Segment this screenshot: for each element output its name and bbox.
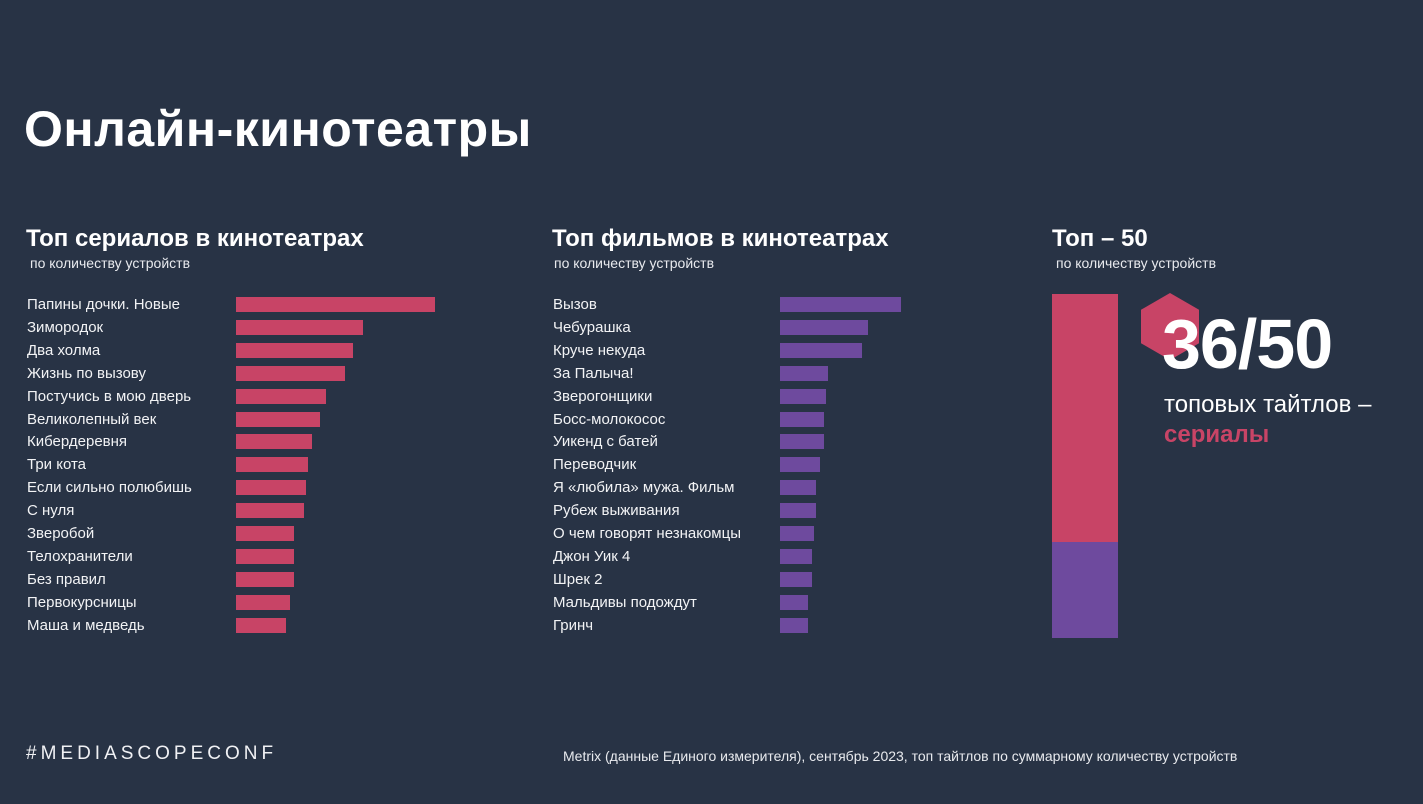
film-bar	[780, 365, 828, 381]
series-bar	[236, 319, 364, 335]
film-label: Гринч	[553, 616, 594, 634]
series-bar	[236, 526, 294, 541]
film-label: Уикенд с батей	[553, 433, 658, 451]
film-label: За Палыча!	[553, 364, 634, 382]
top50-chart-subtitle: по количеству устройств	[1056, 255, 1217, 271]
series-bar	[236, 434, 312, 450]
series-label: Два холма	[27, 341, 101, 359]
film-label: О чем говорят незнакомцы	[553, 525, 741, 542]
series-label: Телохранители	[27, 547, 133, 565]
film-label: Шрек 2	[553, 570, 603, 588]
stacked-bar-series-segment	[1052, 294, 1118, 542]
film-bar	[780, 571, 812, 587]
series-bar	[236, 342, 354, 358]
series-label: Зимородок	[27, 318, 104, 336]
film-label: Мальдивы подождут	[553, 593, 697, 611]
series-label: Жизнь по вызову	[27, 364, 146, 382]
film-bar	[780, 342, 862, 358]
top50-chart-title: Топ – 50	[1052, 225, 1148, 252]
films-chart-subtitle: по количеству устройств	[554, 255, 715, 271]
series-bar	[236, 388, 326, 404]
headline-number: 36/50	[1162, 305, 1333, 383]
series-bar	[236, 503, 304, 519]
series-label: Великолепный век	[27, 410, 157, 428]
series-label: Первокурсницы	[27, 593, 137, 611]
film-label: Я «любила» мужа. Фильм	[553, 479, 735, 497]
film-bar	[780, 388, 826, 404]
film-bar	[780, 503, 816, 519]
film-label: Чебурашка	[553, 318, 631, 336]
series-bar	[236, 411, 320, 427]
film-bar	[780, 297, 902, 312]
headline-caption: топовых тайтлов –	[1164, 391, 1372, 418]
series-label: Постучись в мою дверь	[27, 387, 192, 405]
film-label: Босс-молокосос	[553, 410, 666, 428]
film-bar	[780, 411, 824, 427]
film-label: Круче некуда	[553, 341, 646, 359]
film-bar	[780, 548, 812, 564]
film-bar	[780, 526, 814, 541]
series-chart-subtitle: по количеству устройств	[30, 255, 191, 271]
film-bar	[780, 319, 868, 335]
film-bar	[780, 594, 808, 610]
film-bar	[780, 434, 824, 450]
film-label: Джон Уик 4	[553, 547, 631, 565]
source-note: Metrix (данные Единого измерителя), сент…	[563, 748, 1238, 764]
film-label: Рубеж выживания	[553, 502, 680, 520]
series-bar	[236, 457, 308, 473]
series-label: Если сильно полюбишь	[27, 479, 192, 497]
films-chart-title: Топ фильмов в кинотеатрах	[552, 225, 889, 252]
series-label: Три кота	[27, 456, 86, 474]
series-chart-title: Топ сериалов в кинотеатрах	[26, 225, 364, 252]
film-label: Вызов	[553, 296, 597, 313]
film-bar	[780, 480, 816, 496]
film-bar	[780, 457, 820, 473]
series-bar	[236, 594, 290, 610]
hexagon-icon	[1141, 293, 1199, 360]
series-label: Папины дочки. Новые	[27, 296, 180, 313]
series-bar	[236, 297, 435, 312]
conference-hashtag: #MEDIASCOPECONF	[26, 743, 278, 764]
series-bar	[236, 617, 286, 633]
series-label: Без правил	[27, 570, 106, 588]
series-label: С нуля	[27, 502, 75, 520]
headline-caption-highlight: сериалы	[1164, 421, 1270, 448]
film-bar	[780, 617, 808, 633]
series-label: Зверобой	[27, 525, 95, 542]
page-title: Онлайн-кинотеатры	[24, 101, 532, 157]
series-bar	[236, 548, 294, 564]
film-label: Переводчик	[553, 456, 637, 474]
film-label: Зверогонщики	[553, 387, 653, 405]
series-label: Кибердеревня	[27, 433, 128, 451]
series-bar	[236, 571, 294, 587]
series-bar	[236, 365, 346, 381]
series-label: Маша и медведь	[27, 616, 145, 634]
series-bar	[236, 480, 306, 496]
stacked-bar-films-segment	[1052, 541, 1118, 638]
